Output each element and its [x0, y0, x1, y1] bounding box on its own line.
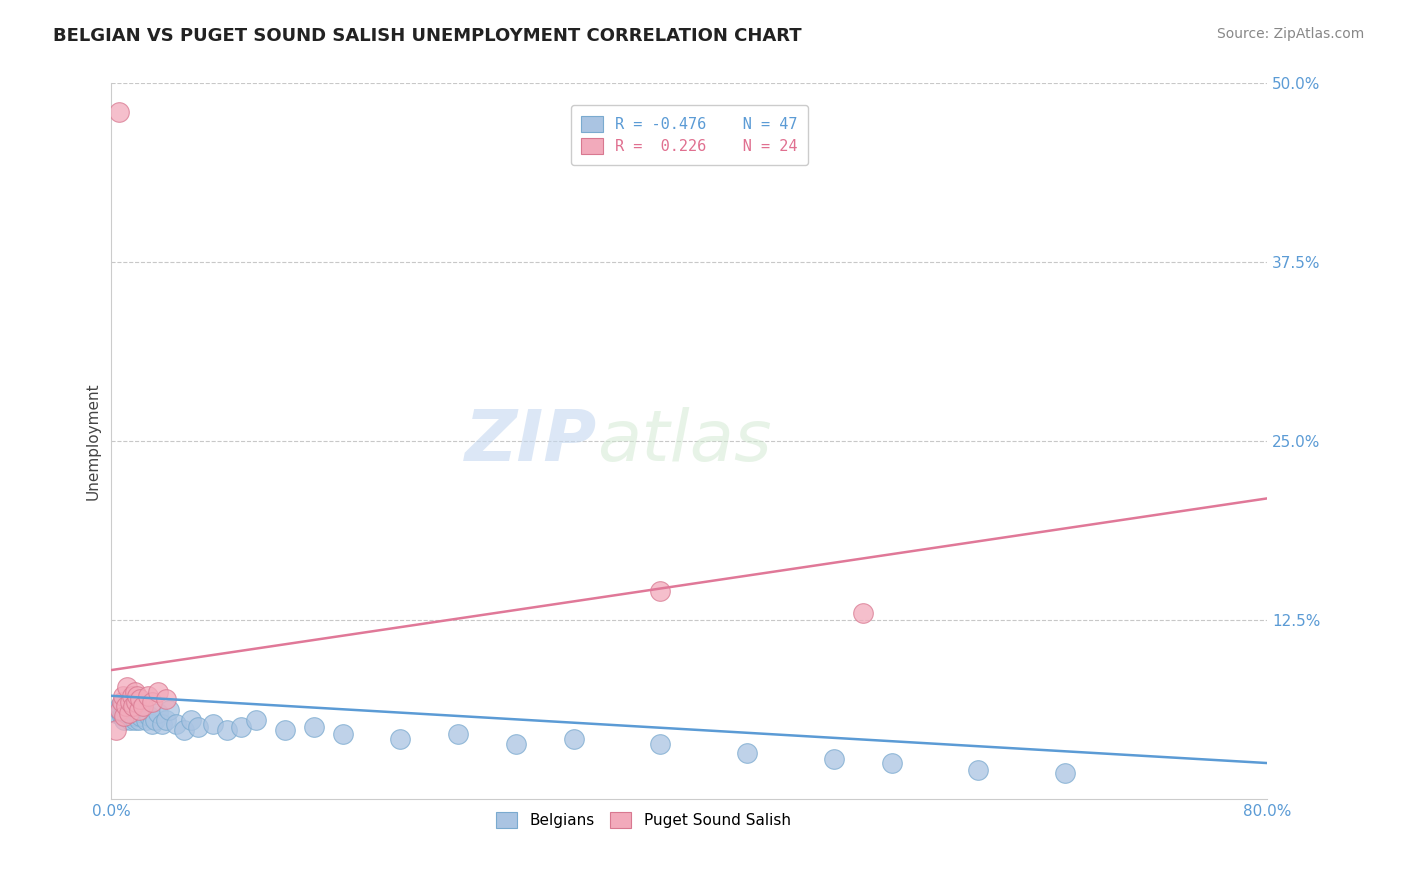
- Point: [110, 709, 132, 723]
- Point: [115, 698, 138, 713]
- Point: [127, 689, 149, 703]
- Point: [122, 698, 145, 713]
- Point: [447, 727, 470, 741]
- Point: [143, 713, 166, 727]
- Point: [1054, 766, 1077, 780]
- Point: [132, 698, 155, 713]
- Point: [245, 713, 267, 727]
- Point: [650, 584, 672, 599]
- Point: [115, 703, 138, 717]
- Point: [332, 727, 354, 741]
- Point: [125, 709, 148, 723]
- Point: [389, 731, 412, 746]
- Point: [274, 723, 297, 738]
- Point: [136, 689, 159, 703]
- Point: [118, 706, 141, 720]
- Point: [108, 698, 131, 713]
- Point: [135, 713, 157, 727]
- Text: atlas: atlas: [598, 407, 772, 475]
- Point: [967, 763, 990, 777]
- Point: [215, 723, 238, 738]
- Point: [141, 717, 163, 731]
- Text: ZIP: ZIP: [464, 407, 598, 475]
- Point: [121, 709, 143, 723]
- Point: [122, 703, 145, 717]
- Point: [107, 105, 129, 120]
- Point: [125, 694, 148, 708]
- Point: [180, 713, 202, 727]
- Point: [112, 713, 135, 727]
- Point: [157, 703, 180, 717]
- Point: [118, 706, 141, 720]
- Point: [201, 717, 224, 731]
- Y-axis label: Unemployment: Unemployment: [86, 383, 100, 500]
- Point: [132, 706, 155, 720]
- Point: [173, 723, 195, 738]
- Point: [231, 720, 253, 734]
- Point: [880, 756, 903, 770]
- Point: [121, 689, 143, 703]
- Point: [155, 691, 177, 706]
- Point: [111, 694, 134, 708]
- Point: [138, 709, 160, 723]
- Text: Source: ZipAtlas.com: Source: ZipAtlas.com: [1216, 27, 1364, 41]
- Point: [124, 684, 146, 698]
- Point: [107, 703, 129, 717]
- Point: [117, 680, 139, 694]
- Point: [120, 694, 142, 708]
- Point: [120, 713, 142, 727]
- Point: [111, 689, 134, 703]
- Point: [112, 709, 135, 723]
- Point: [141, 694, 163, 708]
- Point: [823, 752, 845, 766]
- Point: [127, 706, 149, 720]
- Point: [562, 731, 585, 746]
- Point: [735, 746, 758, 760]
- Point: [129, 709, 152, 723]
- Point: [852, 606, 875, 620]
- Point: [650, 738, 672, 752]
- Point: [155, 713, 177, 727]
- Point: [146, 706, 169, 720]
- Point: [108, 703, 131, 717]
- Point: [150, 717, 173, 731]
- Point: [128, 713, 150, 727]
- Point: [302, 720, 325, 734]
- Point: [129, 691, 152, 706]
- Point: [128, 703, 150, 717]
- Point: [117, 709, 139, 723]
- Legend: Belgians, Puget Sound Salish: Belgians, Puget Sound Salish: [489, 805, 797, 834]
- Text: BELGIAN VS PUGET SOUND SALISH UNEMPLOYMENT CORRELATION CHART: BELGIAN VS PUGET SOUND SALISH UNEMPLOYME…: [53, 27, 801, 45]
- Point: [187, 720, 209, 734]
- Point: [104, 706, 127, 720]
- Point: [124, 713, 146, 727]
- Point: [104, 723, 127, 738]
- Point: [165, 717, 187, 731]
- Point: [146, 684, 169, 698]
- Point: [505, 738, 527, 752]
- Point: [110, 694, 132, 708]
